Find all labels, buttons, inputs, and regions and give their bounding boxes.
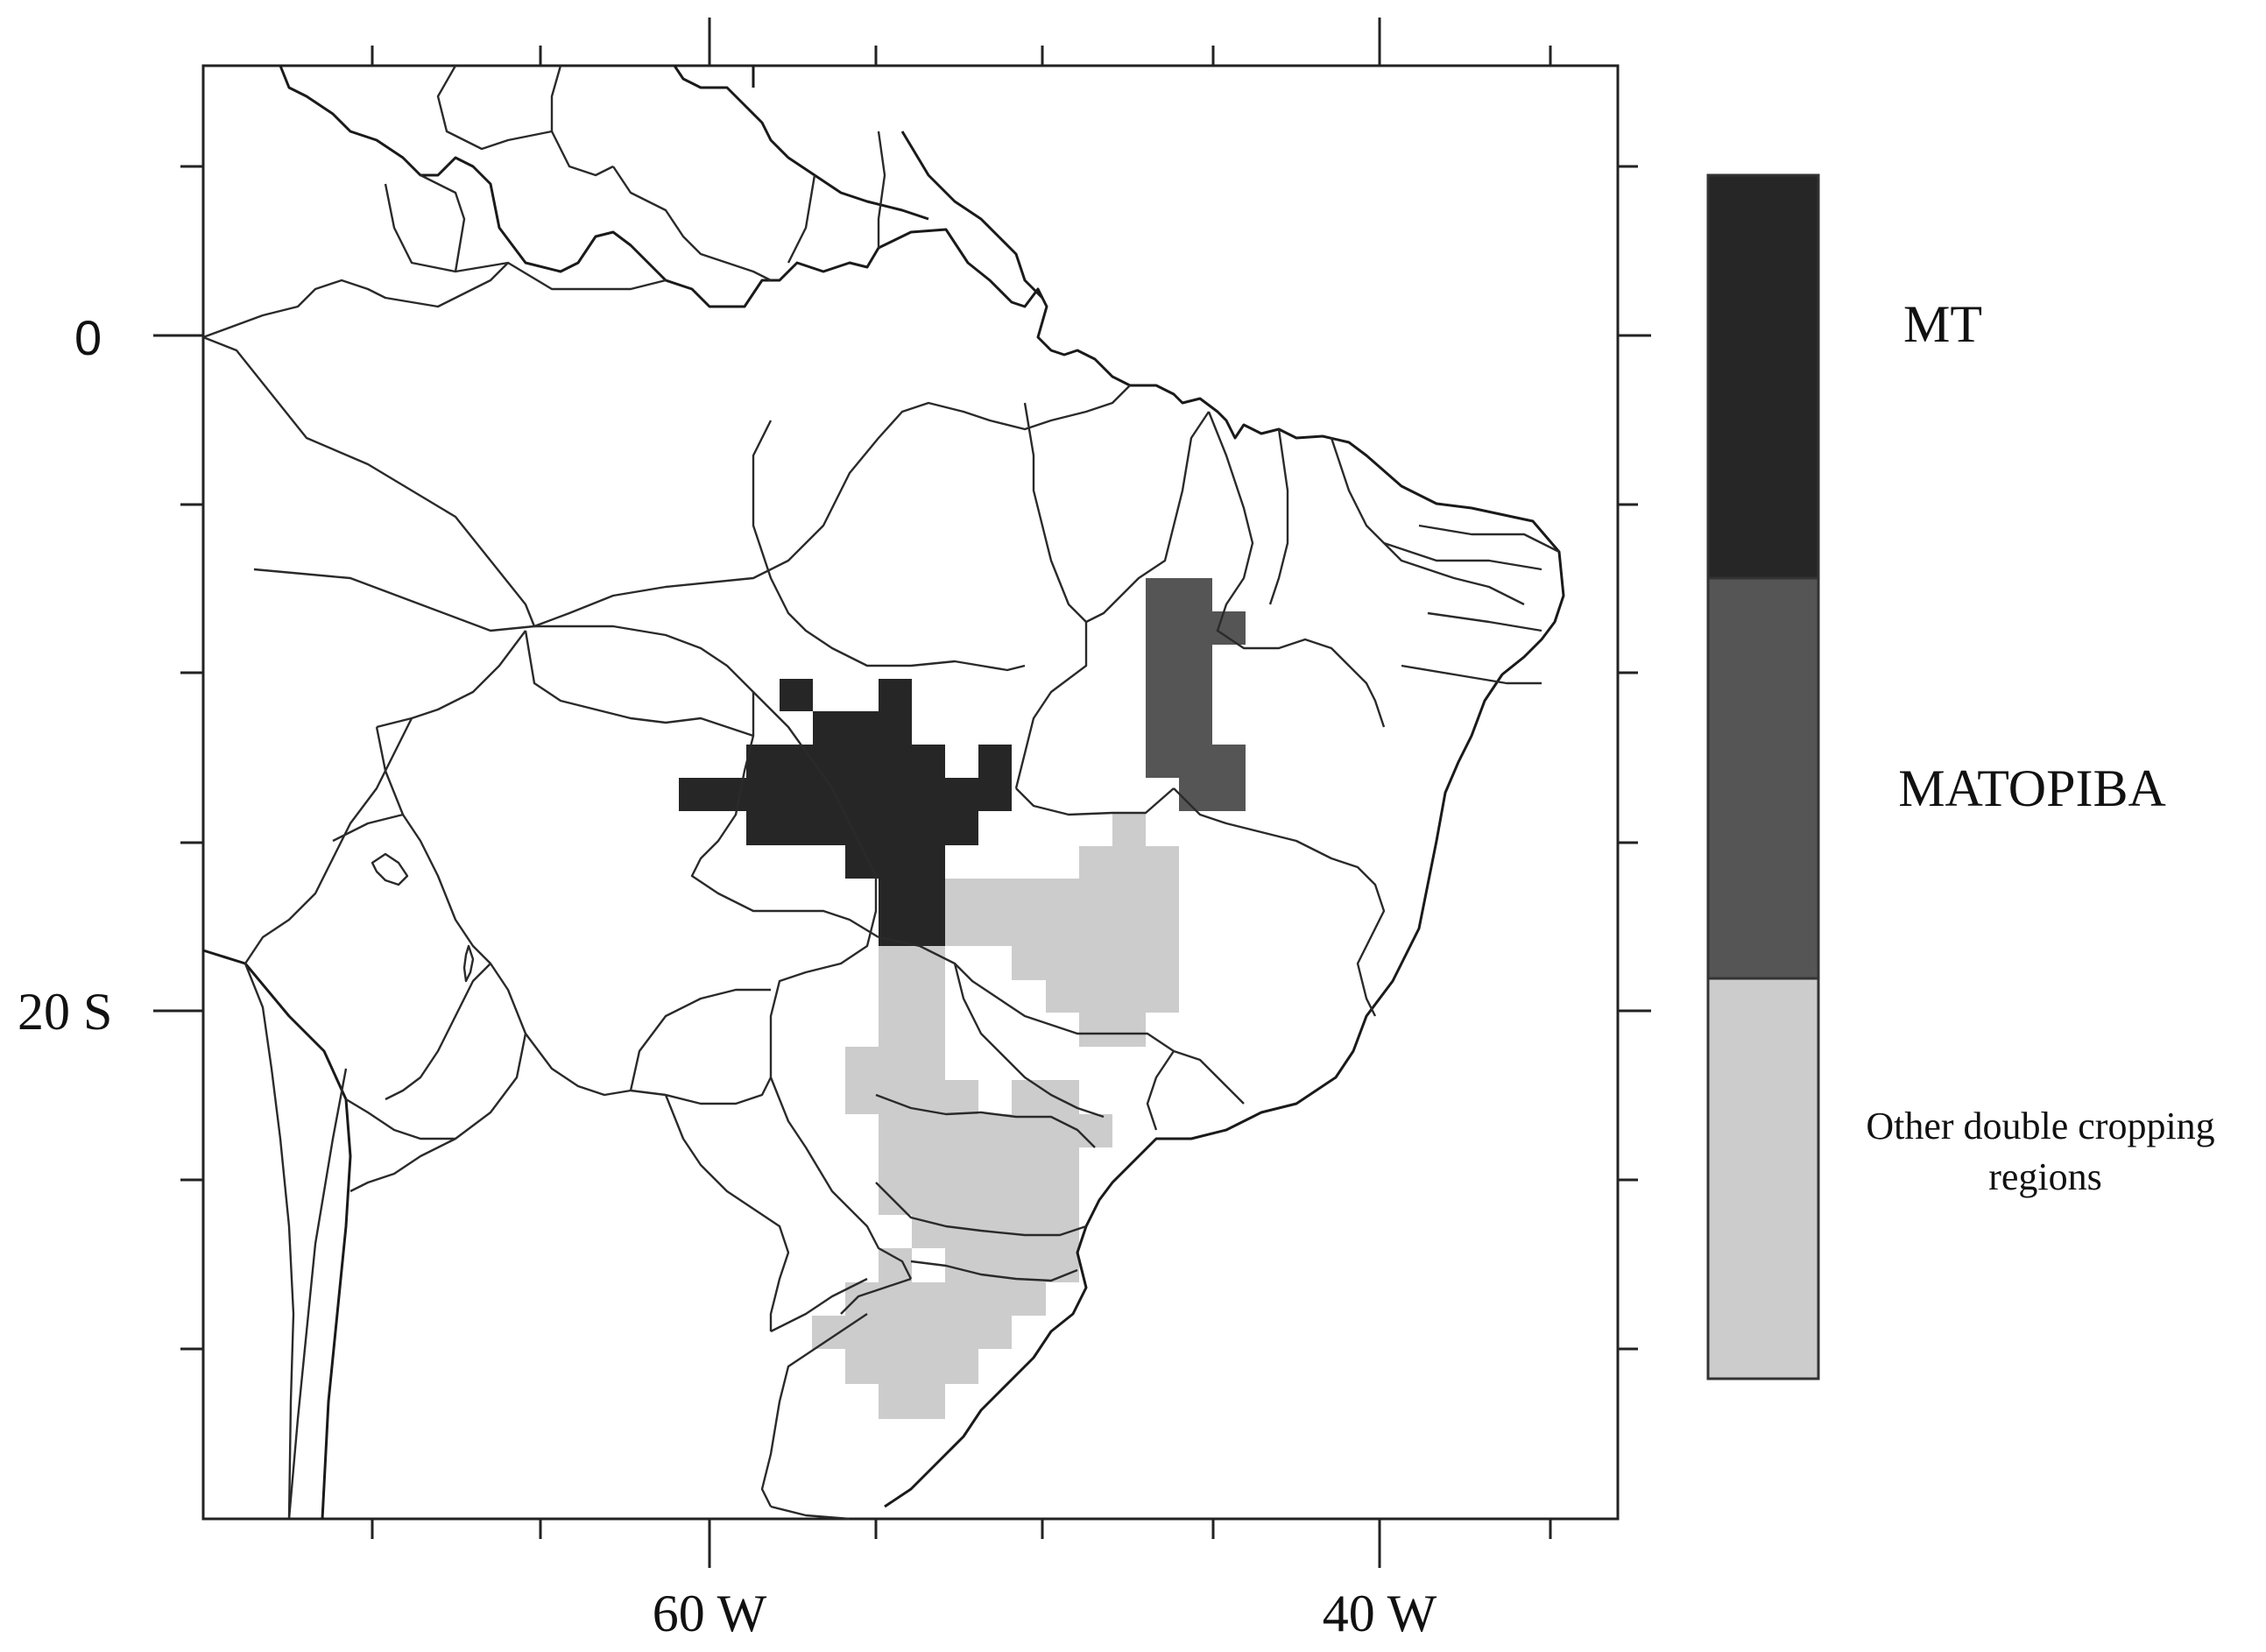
legend-label-other-line-1: Other double cropping bbox=[1866, 1105, 2214, 1147]
legend: MT MATOPIBA Other double cropping region… bbox=[1706, 173, 2224, 1380]
region-matopiba bbox=[1146, 578, 1246, 811]
political-borders bbox=[202, 65, 1565, 1521]
pacific-coastline bbox=[202, 949, 352, 1520]
lon-tick-label-40w: 40 W bbox=[1323, 1585, 1437, 1642]
legend-label-matopiba: MATOPIBA bbox=[1898, 759, 2166, 817]
legend-swatch-other bbox=[1706, 977, 1820, 1380]
axis-ticks bbox=[153, 18, 1651, 1568]
brazil-coastline bbox=[878, 228, 1565, 1508]
legend-label-mt: MT bbox=[1903, 295, 1982, 353]
legend-swatch-mt bbox=[1706, 173, 1820, 580]
legend-swatch-matopiba bbox=[1706, 576, 1820, 980]
lon-tick-label-60w: 60 W bbox=[653, 1585, 767, 1642]
region-other-double-cropping bbox=[812, 813, 1179, 1419]
lat-tick-label-0: 0 bbox=[74, 310, 102, 365]
brazil-west-border bbox=[202, 335, 913, 1280]
lat-tick-label-20s: 20 S bbox=[18, 983, 112, 1041]
legend-label-other-line-2: regions bbox=[1988, 1155, 2102, 1198]
northern-coastline bbox=[279, 65, 880, 308]
legend-label-other: Other double cropping regions bbox=[1866, 1105, 2224, 1198]
